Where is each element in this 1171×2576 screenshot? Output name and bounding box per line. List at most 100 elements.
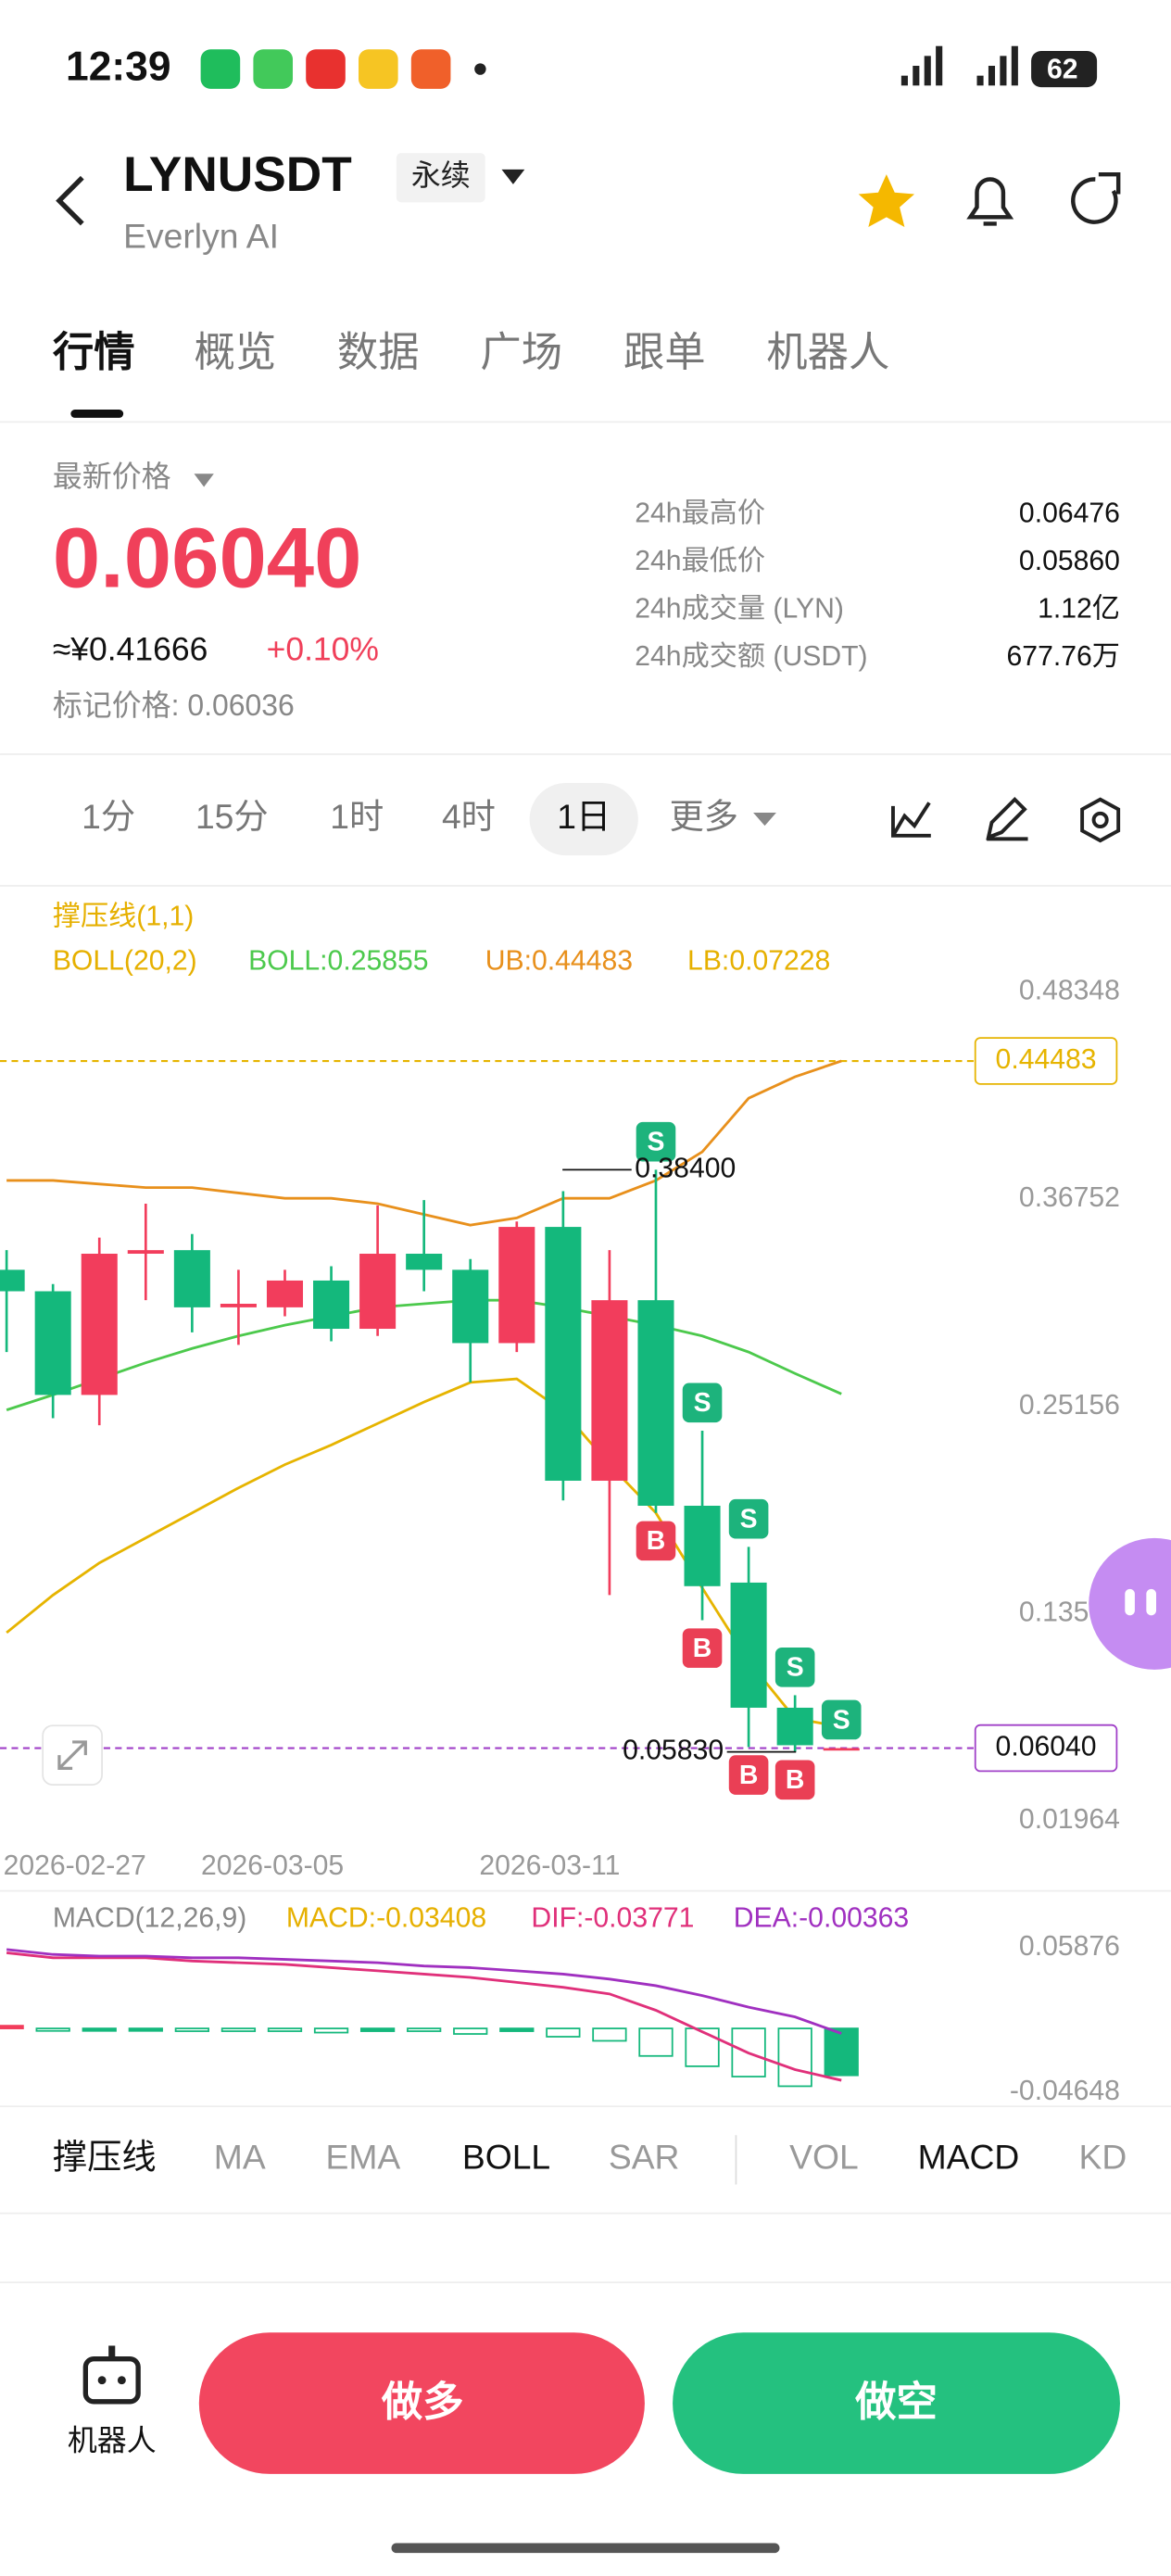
more-dropdown[interactable] bbox=[753, 812, 776, 827]
indicator-tab[interactable]: SAR bbox=[609, 2138, 680, 2177]
macd-bar bbox=[546, 2027, 581, 2038]
divider bbox=[0, 1889, 1171, 1892]
mark-price: 标记价格: 0.06036 bbox=[53, 688, 295, 722]
boll-params: BOLL(20,2) bbox=[53, 945, 197, 976]
indicator-tab[interactable]: EMA bbox=[326, 2138, 401, 2177]
macd-tick-label: 0.05876 bbox=[1019, 1931, 1120, 1962]
short-button[interactable] bbox=[673, 2332, 1120, 2474]
bubble-eye bbox=[1125, 1588, 1135, 1616]
share-button[interactable] bbox=[1071, 171, 1121, 224]
long-button[interactable] bbox=[198, 2332, 645, 2474]
interval[interactable]: 15分 bbox=[195, 797, 269, 836]
sell-signal-label: S bbox=[787, 1653, 804, 1683]
buy-signal bbox=[774, 1760, 815, 1800]
macd-bar bbox=[82, 2027, 117, 2032]
indicator-tab[interactable]: MA bbox=[214, 2138, 266, 2177]
candle-chart: 0.019640.135600.251560.367520.483482026-… bbox=[0, 975, 1120, 1881]
interval[interactable]: 4时 bbox=[442, 797, 496, 836]
tab[interactable]: 概览 bbox=[194, 330, 276, 375]
sell-signal-label: S bbox=[694, 1388, 711, 1418]
candle-body bbox=[591, 1300, 628, 1481]
buy-signal-label: B bbox=[693, 1634, 712, 1663]
stats: 24h最高价 0.06476 24h最低价 0.05860 24h成交量 (LYN) 1.… bbox=[635, 498, 1120, 672]
candle-body bbox=[359, 1254, 397, 1330]
candle-body bbox=[173, 1250, 210, 1307]
candle-body bbox=[127, 1250, 164, 1255]
tab[interactable]: 行情 bbox=[53, 330, 135, 375]
tab[interactable]: 数据 bbox=[337, 330, 420, 375]
stat-label: 24h最高价 bbox=[635, 498, 765, 529]
candle-body bbox=[266, 1280, 304, 1307]
coin-name: Everlyn AI bbox=[123, 216, 279, 255]
indicator-tab[interactable]: VOL bbox=[789, 2138, 859, 2177]
sell-signal bbox=[821, 1699, 862, 1740]
tab[interactable]: 广场 bbox=[480, 330, 562, 375]
draw-icon[interactable] bbox=[986, 796, 1028, 841]
macd-title: MACD(12,26,9) bbox=[53, 1903, 246, 1934]
tab[interactable]: 跟单 bbox=[623, 330, 706, 375]
settings-icon[interactable] bbox=[1080, 797, 1121, 843]
candle-body bbox=[498, 1227, 535, 1344]
divider bbox=[0, 2105, 1171, 2108]
boll-ub: UB:0.44483 bbox=[485, 945, 633, 976]
sell-signal bbox=[774, 1647, 815, 1687]
sell-signal bbox=[636, 1121, 676, 1162]
extreme-label: 0.38400 bbox=[635, 1153, 736, 1183]
indicator-tab[interactable]: KD bbox=[1079, 2138, 1127, 2177]
candle-body bbox=[684, 1505, 721, 1586]
extreme-label: 0.05830 bbox=[623, 1736, 724, 1766]
short-label[interactable]: 做空 bbox=[854, 2380, 938, 2425]
boll-line bbox=[6, 1298, 842, 1411]
dea-value: DEA:-0.00363 bbox=[734, 1903, 909, 1934]
interval[interactable]: 1时 bbox=[330, 797, 384, 836]
indicator-icon[interactable] bbox=[891, 802, 931, 838]
candle-body bbox=[313, 1280, 350, 1330]
price-tag bbox=[974, 1037, 1118, 1085]
symbol: LYNUSDT bbox=[123, 147, 352, 202]
interval[interactable]: 1分 bbox=[82, 797, 135, 836]
macd-bar bbox=[499, 2027, 535, 2032]
macd-bar bbox=[407, 2027, 442, 2032]
symbol-dropdown[interactable] bbox=[501, 169, 525, 184]
indicator-tab[interactable]: MACD bbox=[918, 2138, 1020, 2177]
robot-antenna bbox=[108, 2345, 116, 2359]
long-label[interactable]: 做多 bbox=[381, 2380, 464, 2425]
candle-body bbox=[34, 1291, 71, 1395]
indicator-tab[interactable]: 撑压线 bbox=[53, 2138, 157, 2177]
tag-bg[interactable] bbox=[396, 153, 485, 203]
sell-signal-label: S bbox=[648, 1127, 665, 1156]
candle-body bbox=[406, 1254, 443, 1270]
macd-bar bbox=[35, 2027, 70, 2032]
bubble-eye bbox=[1146, 1588, 1157, 1616]
interval[interactable]: 1日 bbox=[557, 797, 611, 836]
buy-signal bbox=[682, 1628, 723, 1668]
macd-bar bbox=[777, 2027, 812, 2088]
home-indicator bbox=[391, 2543, 780, 2554]
y-tick-label: 0.01964 bbox=[1019, 1804, 1120, 1835]
macd-bar bbox=[128, 2027, 163, 2032]
robot-label[interactable]: 机器人 bbox=[68, 2424, 157, 2457]
stat-label: 24h成交额 (USDT) bbox=[635, 640, 867, 672]
candle-body bbox=[81, 1254, 118, 1395]
back-button[interactable] bbox=[56, 175, 84, 226]
legend-title: 撑压线(1,1) bbox=[53, 901, 194, 932]
macd-bar bbox=[638, 2027, 674, 2057]
favorite-star[interactable] bbox=[858, 174, 915, 227]
indicator-tab[interactable]: BOLL bbox=[462, 2138, 550, 2177]
expand-icon bbox=[57, 1740, 87, 1770]
tab[interactable]: 机器人 bbox=[766, 330, 889, 375]
robot-eye bbox=[117, 2376, 126, 2385]
macd-bar bbox=[313, 2027, 349, 2034]
y-tick-label: 0.36752 bbox=[1019, 1182, 1120, 1213]
stat-value: 0.06476 bbox=[1019, 499, 1120, 529]
alert-bell[interactable] bbox=[966, 177, 1014, 226]
battery-level: 62 bbox=[1047, 54, 1078, 84]
interval[interactable]: 更多 bbox=[670, 797, 739, 836]
robot-eye bbox=[97, 2376, 107, 2385]
macd-bar bbox=[0, 2025, 24, 2029]
contract-tag[interactable]: 永续 bbox=[411, 158, 471, 192]
price-dropdown[interactable] bbox=[194, 474, 214, 487]
sell-signal bbox=[728, 1498, 769, 1539]
price-tag bbox=[974, 1724, 1118, 1773]
